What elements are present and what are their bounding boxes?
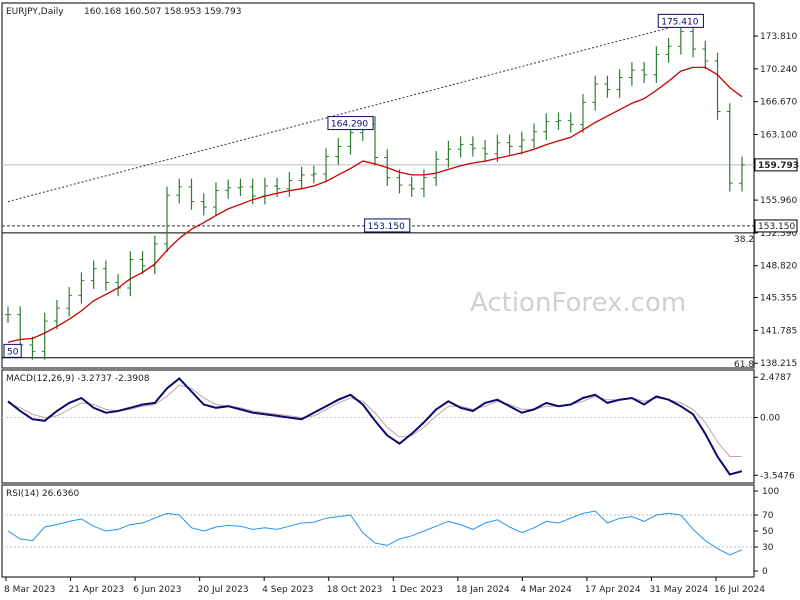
price-tick-label: 148.820	[760, 262, 797, 272]
price-tick-label: 152.390	[760, 229, 797, 239]
sma-line-group	[7, 66, 743, 343]
macd-title: MACD(12,26,9) -3.2737 -2.3908	[6, 374, 150, 384]
date-axis: 8 Mar 2023 21 Apr 2023 6 Jun 2023 20 Jul 20…	[4, 577, 765, 595]
price-tick-label: 141.785	[760, 326, 797, 336]
symbol-label: EURJPY,Daily	[6, 7, 64, 17]
rsi-tick-label: 50	[762, 527, 774, 537]
rsi-tick-label: 100	[762, 487, 779, 497]
price-tick-label: 173.810	[760, 32, 797, 42]
watermark: ActionForex.com	[470, 288, 686, 318]
macd-line	[7, 377, 743, 476]
level-price-label: 153.150	[758, 222, 795, 232]
macd-tick-label: 2.4787	[760, 373, 792, 383]
price-annotation-box	[364, 218, 411, 233]
rsi-tick-label: 70	[762, 511, 774, 521]
rsi-tick-label: 30	[762, 543, 774, 553]
price-annotation-box	[657, 13, 704, 28]
rsi-panel	[1, 484, 755, 578]
price-annotation-label: 164.290	[331, 120, 368, 130]
macd-panel	[1, 369, 755, 484]
fib-label: 38.2	[734, 235, 754, 245]
price-tick-label: 166.670	[760, 98, 797, 108]
current-price-label: 159.793	[758, 161, 799, 171]
rsi-line	[7, 510, 743, 556]
macd-lines: 2.4787 0.00 -3.5476	[2, 373, 795, 481]
price-annotation-box	[3, 343, 22, 358]
price-annotation-label: 153.150	[368, 222, 405, 232]
sma-line	[7, 66, 743, 343]
price-tick-label: 163.100	[760, 130, 797, 140]
date-tick-label: 18 Jan 2024	[456, 585, 510, 595]
rsi-line-group: 100 70 50 30 0	[2, 487, 779, 577]
date-tick-label: 17 Apr 2024	[585, 585, 641, 595]
date-tick-label: 8 Mar 2023	[4, 585, 55, 595]
fib-label: 61.8	[734, 360, 754, 370]
ohlc-label: 160.168 160.507 158.953 159.793	[84, 7, 241, 17]
date-tick-label: 4 Sep 2023	[262, 585, 313, 595]
price-panel	[1, 2, 755, 369]
rsi-title: RSI(14) 26.6360	[6, 489, 79, 499]
date-tick-label: 18 Oct 2023	[327, 585, 383, 595]
price-tick-label: 170.240	[760, 65, 797, 75]
date-tick-label: 31 May 2024	[649, 585, 708, 595]
date-tick-label: 6 Jun 2023	[133, 585, 181, 595]
date-tick-label: 21 Apr 2023	[69, 585, 125, 595]
price-annotation-box	[327, 116, 374, 131]
level-price-box	[754, 219, 798, 233]
price-axis: 173.810170.240166.670163.100159.960155.9…	[754, 32, 797, 369]
date-tick-label: 1 Dec 2023	[391, 585, 443, 595]
date-tick-label: 20 Jul 2023	[198, 585, 249, 595]
price-annotation-label: 50	[7, 347, 19, 357]
annotations: 175.410 164.290 153.150 50	[3, 13, 704, 358]
price-tick-label: 138.215	[760, 359, 797, 369]
price-tick-label: 145.355	[760, 294, 797, 304]
price-annotation-label: 175.410	[661, 17, 698, 27]
date-tick-label: 4 Mar 2024	[520, 585, 572, 595]
current-price-box	[754, 158, 798, 172]
macd-tick-label: 0.00	[760, 414, 780, 424]
price-tick-label: 155.960	[760, 196, 797, 206]
macd-tick-label: -3.5476	[760, 471, 795, 481]
date-tick-label: 16 Jul 2024	[714, 585, 765, 595]
price-bars	[5, 23, 745, 360]
rsi-tick-label: 0	[762, 567, 768, 577]
